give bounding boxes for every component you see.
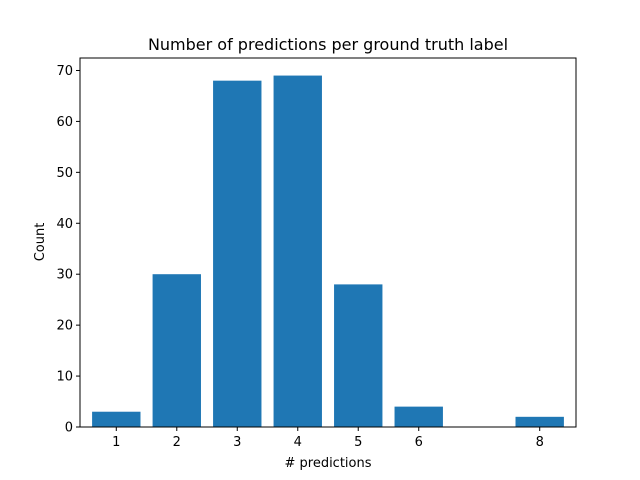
plot-frame	[79, 57, 577, 428]
y-tick-label: 50	[56, 166, 73, 181]
y-tick-label: 10	[56, 370, 73, 385]
bars-group	[92, 75, 564, 428]
bar-1	[92, 411, 141, 427]
x-tick-label: 2	[173, 435, 181, 450]
y-tick-label: 70	[56, 64, 73, 79]
bar-5	[334, 284, 383, 427]
bar-6	[394, 406, 443, 427]
y-axis-label: Count	[33, 223, 48, 262]
x-tick-label: 6	[415, 435, 423, 450]
y-axis: 0 10 20 30 40 50 60 70	[56, 64, 80, 436]
bar-4	[273, 75, 322, 428]
x-tick-label: 8	[536, 435, 544, 450]
x-axis-label: # predictions	[284, 456, 371, 471]
y-tick-label: 20	[56, 319, 73, 334]
x-axis: 1 2 3 4 5 6 8	[112, 427, 544, 450]
chart-title: Number of predictions per ground truth l…	[148, 35, 508, 54]
x-tick-label: 4	[294, 435, 302, 450]
bar-2	[152, 274, 201, 427]
x-tick-label: 1	[112, 435, 120, 450]
y-tick-label: 60	[56, 115, 73, 130]
bar-8	[515, 416, 564, 427]
x-tick-label: 3	[233, 435, 241, 450]
y-tick-label: 40	[56, 217, 73, 232]
bar-3	[213, 80, 262, 427]
y-tick-label: 30	[56, 268, 73, 283]
y-tick-label: 0	[65, 421, 73, 436]
x-tick-label: 5	[354, 435, 362, 450]
